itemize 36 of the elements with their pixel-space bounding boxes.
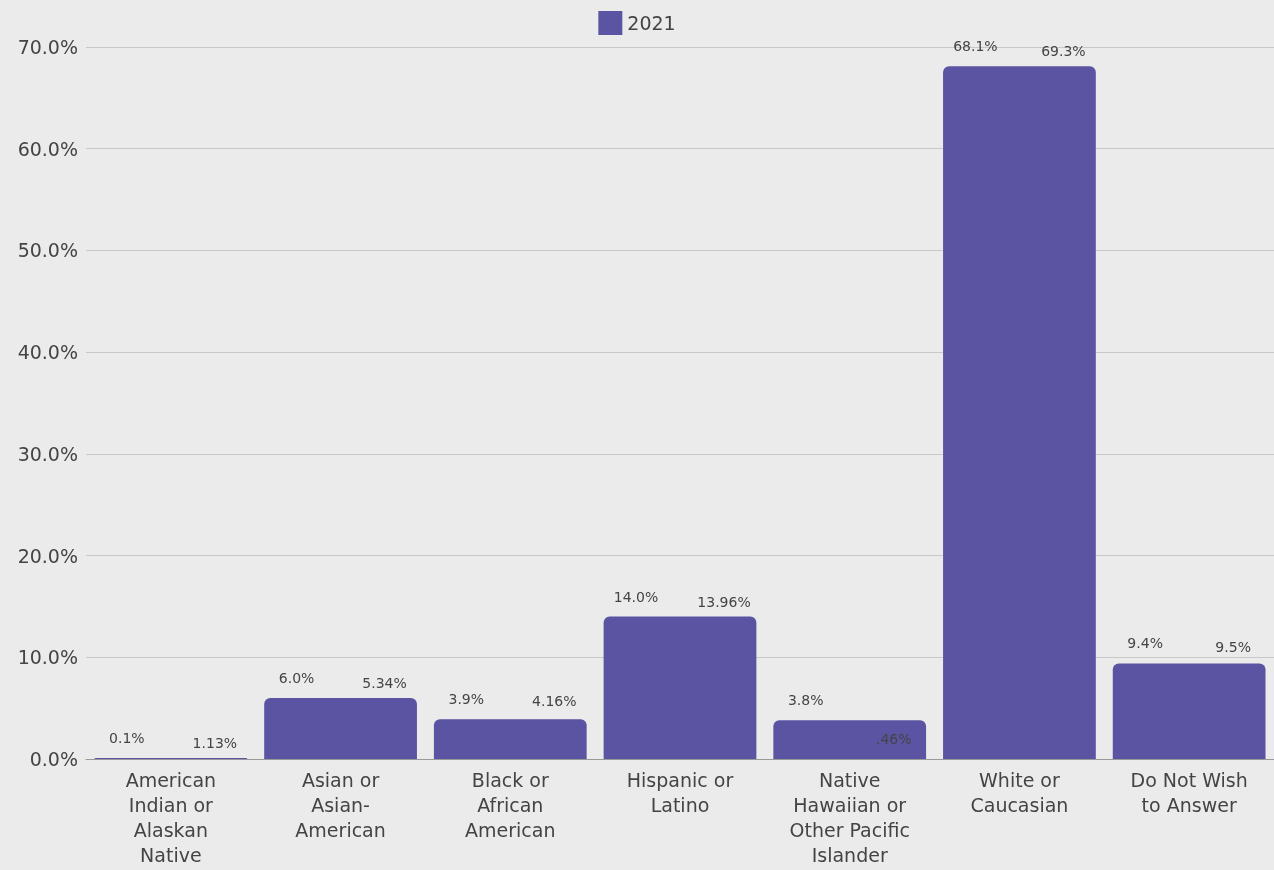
annotation: 69.3% [1041, 43, 1086, 60]
data-label: 3.9% [448, 691, 485, 708]
bar [264, 697, 417, 759]
data-label: 14.0% [613, 588, 659, 605]
y-tick-label: 50.0% [17, 239, 78, 262]
y-tick-label: 10.0% [17, 646, 78, 669]
legend-label: 2021 [627, 12, 676, 34]
x-tick-label: White or Caucasian [970, 768, 1069, 816]
annotation: 5.34% [362, 674, 407, 691]
y-tick-label: 60.0% [17, 137, 78, 160]
x-tick-label: American Indian or Alaskan Native [125, 768, 217, 866]
x-tick-label: Do Not Wish to Answer [1130, 768, 1248, 816]
bar [603, 616, 757, 759]
annotation: 13.96% [697, 593, 751, 610]
bar [1112, 663, 1266, 759]
data-label: 6.0% [278, 669, 315, 686]
x-tick-label: Hispanic or Latino [626, 768, 734, 816]
annotation: .46% [875, 730, 912, 747]
y-tick-label: 40.0% [17, 341, 78, 364]
y-tick-label: 0.0% [29, 748, 78, 770]
bar [773, 720, 927, 759]
x-tick-label: Asian or Asian-American [295, 768, 386, 841]
y-tick-label: 30.0% [17, 442, 78, 465]
bar [433, 719, 587, 759]
data-label: 0.1% [109, 729, 145, 746]
data-label: 68.1% [953, 38, 998, 55]
x-tick-label: Native Hawaiian or Other Pacific Islander [789, 768, 910, 866]
annotation: 9.5% [1215, 639, 1251, 656]
data-label: 9.4% [1127, 635, 1163, 652]
annotation: 4.16% [532, 693, 577, 710]
x-tick-label: Black or African American [465, 768, 556, 841]
data-label: 3.8% [787, 692, 824, 709]
bar [943, 66, 1096, 759]
y-tick-label: 70.0% [17, 36, 78, 58]
annotation: 1.13% [192, 734, 238, 751]
y-tick-label: 20.0% [17, 544, 78, 567]
